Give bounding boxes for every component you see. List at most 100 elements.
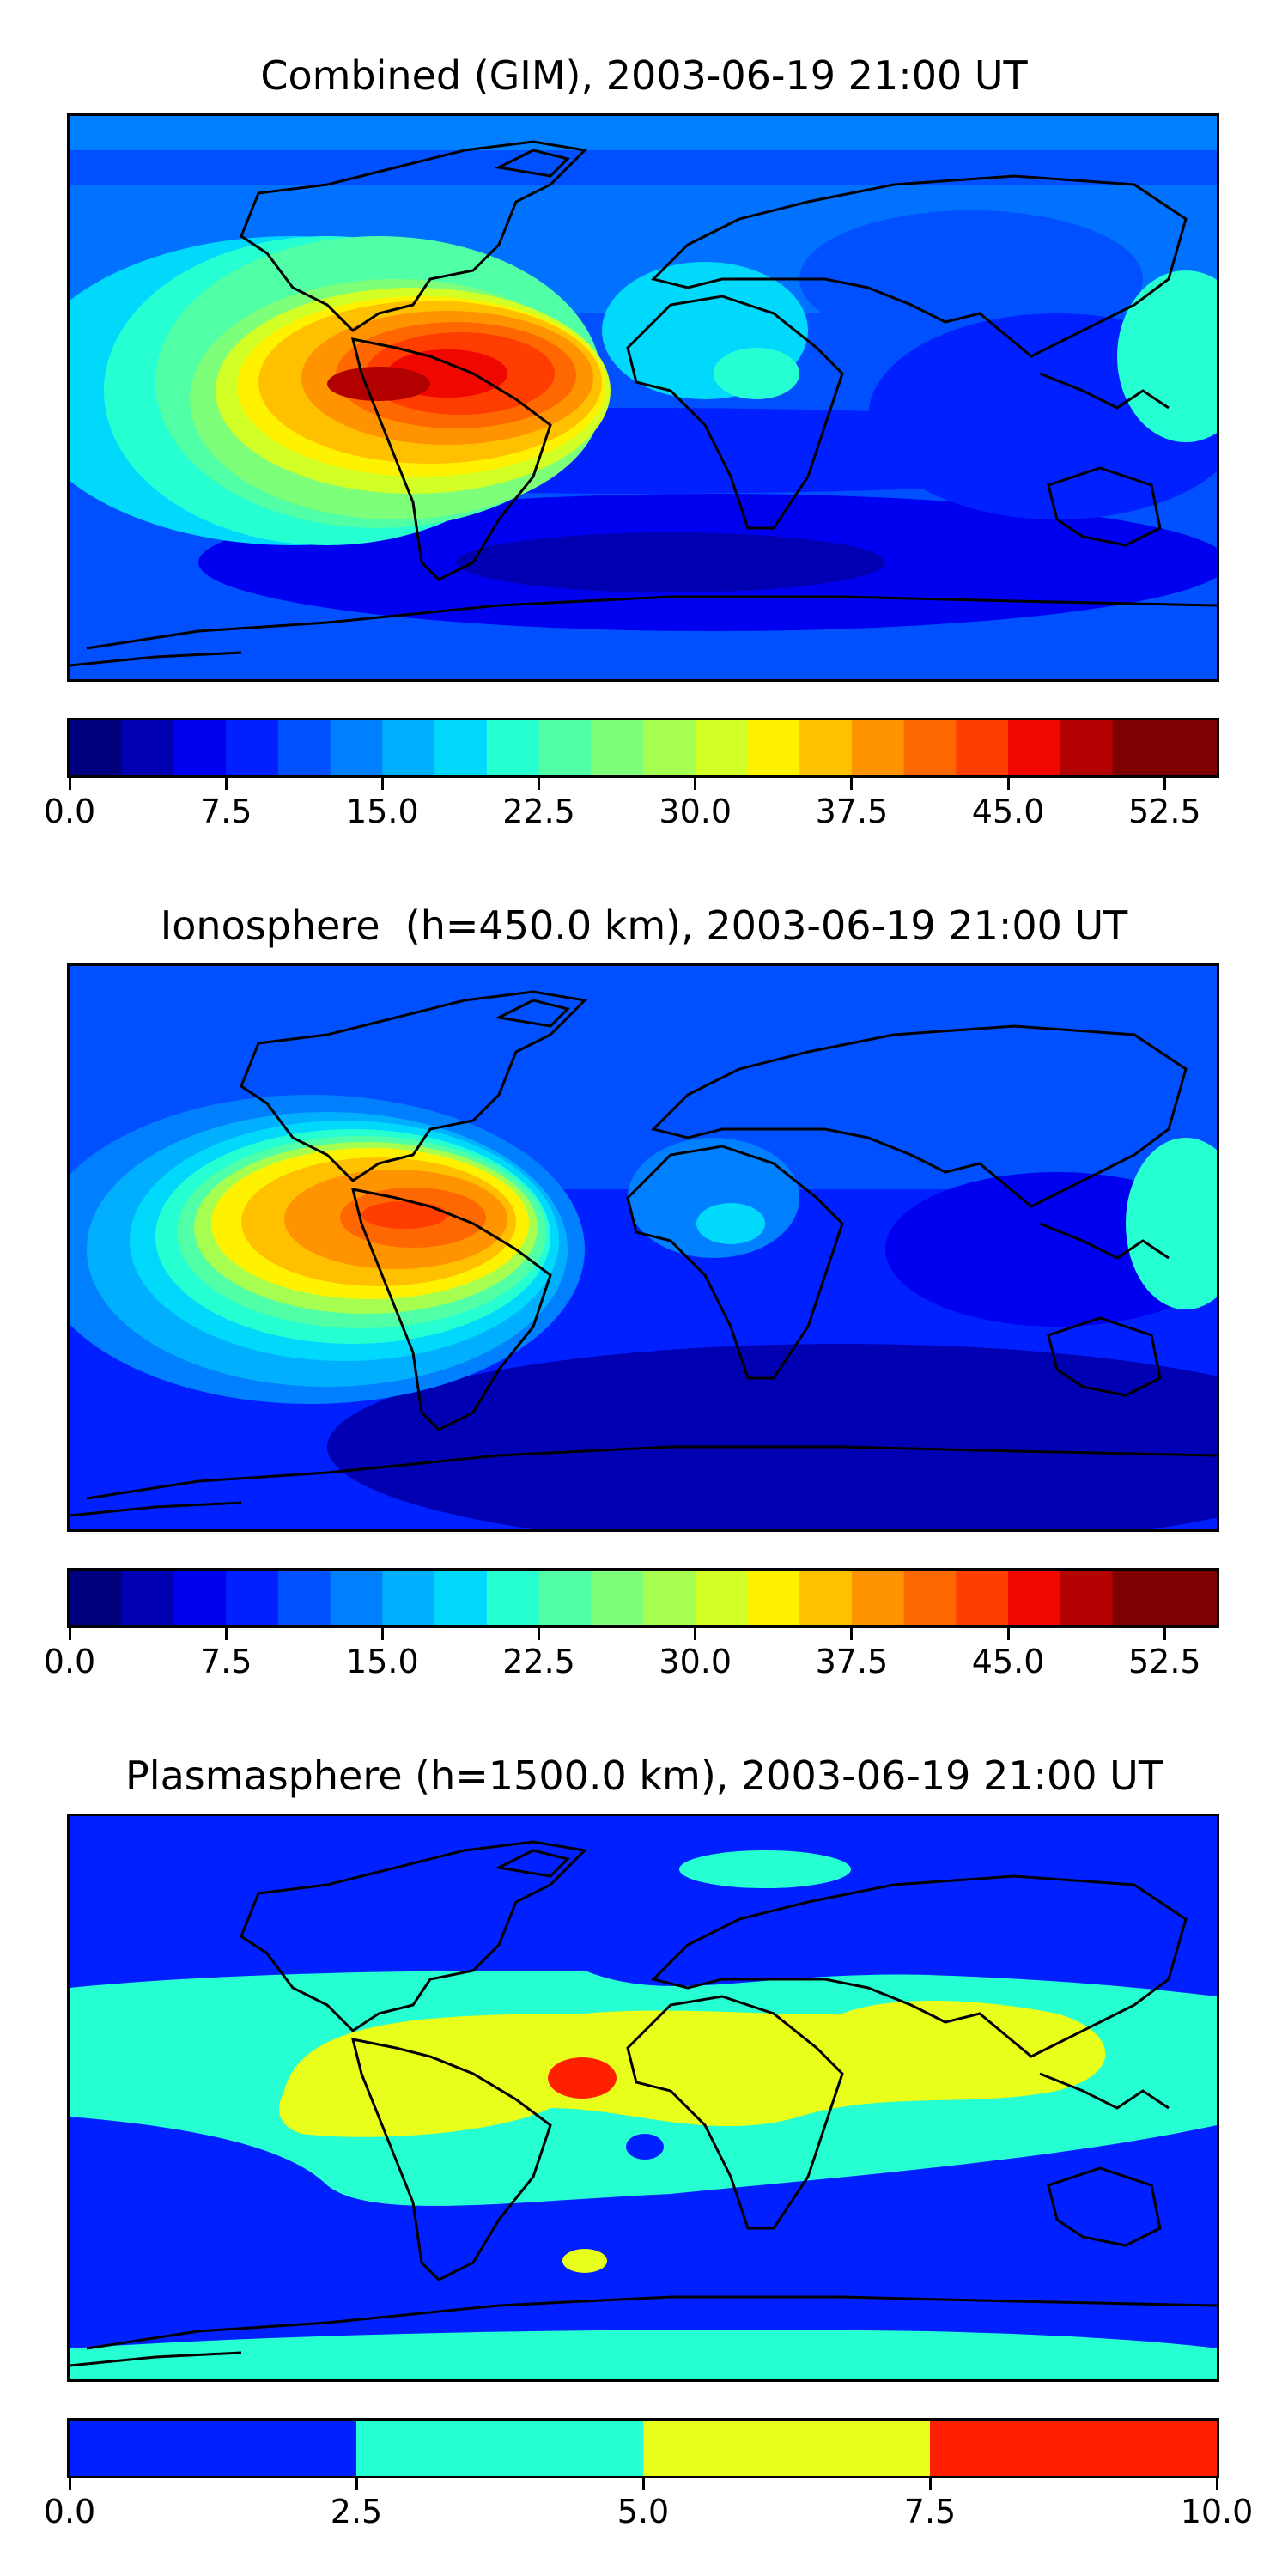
colorbar-segment [226,1571,279,1625]
colorbar-tick [355,2478,358,2490]
colorbar-tick-label: 2.5 [330,2493,383,2530]
colorbar-tick [538,778,541,790]
colorbar-segment [486,1571,540,1625]
colorbar-segment [695,1571,749,1625]
colorbar-segment [121,720,175,775]
contour-level-7-5 [548,2057,617,2099]
contour-east-edge [1126,1138,1217,1309]
colorbar-segment [903,720,957,775]
colorbar-segment [1060,1571,1114,1625]
contour-east-edge [1117,270,1217,442]
colorbar-tick-label: 22.5 [502,1643,575,1680]
colorbar-segment [434,1571,488,1625]
colorbar-tick-label: 22.5 [502,793,575,830]
colorbar-segment [70,1571,123,1625]
map-ionosphere [67,963,1219,1532]
colorbar-tick [68,2478,71,2490]
colorbar-tick-label: 37.5 [815,793,889,830]
colorbar-segment [799,720,853,775]
colorbar-segment [173,1571,227,1625]
map-plasmasphere [67,1814,1219,2382]
colorbar-segment [1112,1571,1165,1625]
colorbar-segment [591,1571,644,1625]
contour-polar-band [70,116,1217,150]
colorbar-segment [1008,720,1061,775]
contour-level-5 [279,2001,1106,2137]
contour-level-45 [361,1201,447,1229]
contour-arctic-patch [679,1850,851,1888]
map-combined [67,113,1219,682]
colorbar-segment [226,720,279,775]
colorbar-tick [641,2478,645,2490]
colorbar-tick-label: 15.0 [346,1643,419,1680]
colorbar-segment [851,720,905,775]
panel-title-ionosphere: Ionosphere (h=450.0 km), 2003-06-19 21:0… [160,902,1128,949]
colorbar-plasmasphere [67,2418,1219,2478]
colorbar-segment [70,2421,357,2476]
colorbar-tick-label: 15.0 [346,793,419,830]
colorbar-segment [382,720,435,775]
colorbar-segment [956,1571,1009,1625]
colorbar-tick [224,1628,228,1640]
contour-south-min [456,532,885,592]
colorbar-segment [330,720,383,775]
contour-antarctic [70,2330,1217,2379]
panel-title-combined: Combined (GIM), 2003-06-19 21:00 UT [260,52,1028,99]
colorbar-combined [67,718,1219,778]
contour-south-low [327,1344,1217,1529]
colorbar-segment [1008,1571,1061,1625]
colorbar-segment [538,1571,592,1625]
coastlines [70,1840,1217,2367]
contour-low-patch [626,2134,664,2160]
colorbar-tick-label: 7.5 [903,2493,957,2530]
colorbar-segment [1112,720,1165,775]
colorbar-segment [956,720,1009,775]
colorbar-segment [643,2421,931,2476]
colorbar-tick-label: 52.5 [1127,793,1201,830]
colorbar-segment [356,2421,644,2476]
colorbar-segment [538,720,592,775]
colorbar-segment [434,720,488,775]
colorbar-segment [70,720,123,775]
colorbar-tick-label: 45.0 [971,1643,1045,1680]
colorbar-segment [930,2421,1217,2476]
colorbar-segment [330,1571,383,1625]
colorbar-tick [538,1628,541,1640]
contour-africa-west [696,1203,765,1244]
contour-level-50 [327,367,430,401]
colorbar-tick-label: 45.0 [971,793,1045,830]
colorbar-tick [1215,2478,1218,2490]
colorbar-tick [694,1628,697,1640]
colorbar-segment [851,1571,905,1625]
colorbar-segment [695,720,749,775]
colorbar-segment [121,1571,175,1625]
colorbar-segment [277,720,331,775]
coastlines [70,140,1217,667]
colorbar-segment [1060,720,1114,775]
colorbar-tick-label: 5.0 [617,2493,670,2530]
colorbar-segment [643,720,696,775]
colorbar-segment [591,720,644,775]
colorbar-tick [1163,778,1166,790]
panel-title-plasmasphere: Plasmasphere (h=1500.0 km), 2003-06-19 2… [125,1753,1163,1799]
colorbar-tick-label: 0.0 [43,2493,96,2530]
colorbar-tick [850,1628,854,1640]
colorbar-tick-label: 30.0 [659,1643,732,1680]
colorbar-tick-label: 0.0 [43,793,96,830]
colorbar-segment [643,1571,696,1625]
colorbar-tick [68,778,71,790]
coastlines [70,990,1217,1517]
colorbar-tick-label: 0.0 [43,1643,96,1680]
colorbar-segment [799,1571,853,1625]
colorbar-segment [747,720,800,775]
colorbar-segment [173,720,227,775]
colorbar-segment [382,1571,435,1625]
colorbar-tick [1163,1628,1166,1640]
colorbar-tick [1006,1628,1010,1640]
colorbar-segment [747,1571,800,1625]
colorbar-tick-label: 30.0 [659,793,732,830]
contour-small-patch [562,2249,607,2273]
colorbar-tick [224,778,228,790]
contour-africa-west [714,348,799,399]
colorbar-tick [1006,778,1010,790]
